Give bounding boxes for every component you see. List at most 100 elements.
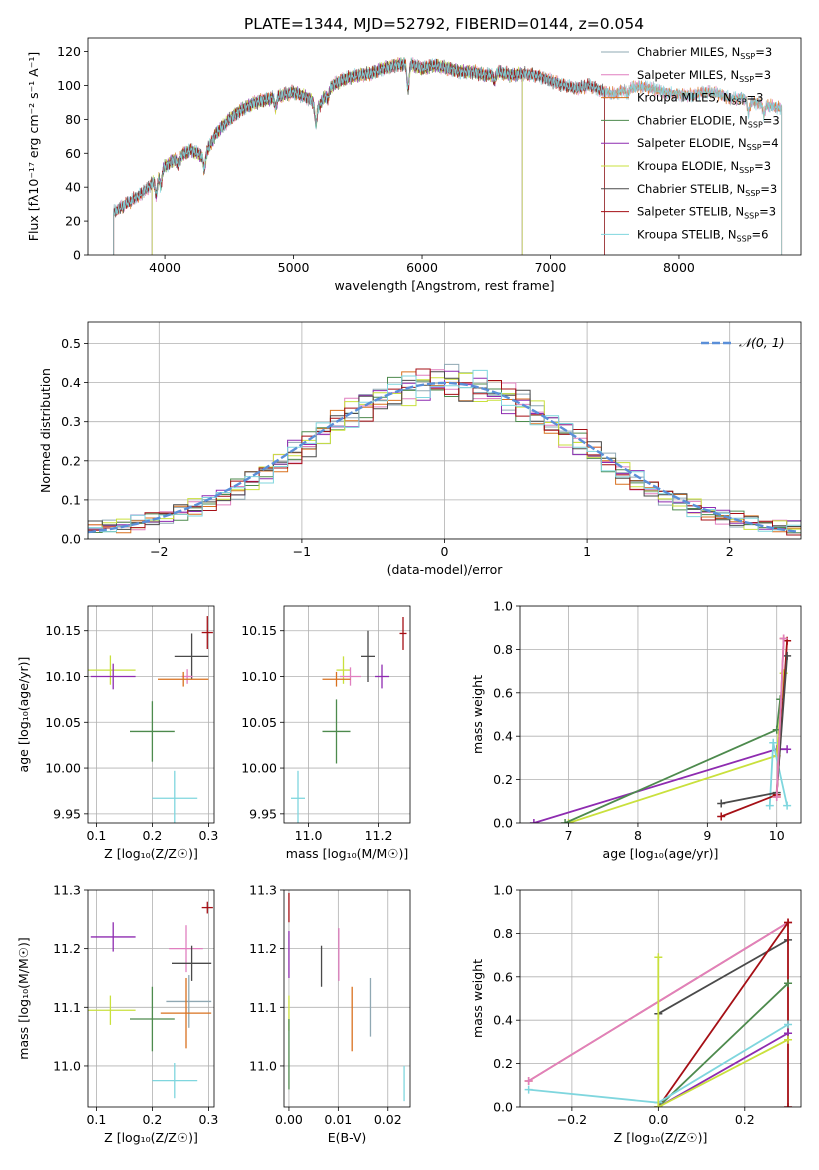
mass_vs_EBV-xtick-label: 0.00 bbox=[275, 1112, 303, 1127]
spectrum-legend-entry: Chabrier ELODIE, NSSP=3 bbox=[637, 113, 780, 129]
residuals-xtick-label: 2 bbox=[726, 544, 734, 559]
massweight_vs_age-xtick-label: 10 bbox=[769, 828, 785, 843]
massweight_vs_age-ytick-label: 0.2 bbox=[493, 772, 513, 787]
mass_vs_Z-plot-area bbox=[88, 890, 214, 1107]
age_vs_mass-ytick-label: 10.10 bbox=[241, 669, 277, 684]
massweight_vs_Z-series-marker bbox=[654, 953, 663, 962]
age_vs_mass-frame bbox=[283, 605, 411, 824]
mass_vs_EBV-plot-area bbox=[284, 890, 410, 1107]
massweight_vs_Z-ytick-label: 0.4 bbox=[493, 1013, 513, 1028]
massweight_vs_age-series-line bbox=[775, 638, 785, 798]
normal-distribution-curve bbox=[88, 381, 799, 534]
panel-residuals: −2 −1 0 1 2 0.0 0.1 0.2 0.3 0.4 0.5 (data-model)/er… bbox=[38, 321, 802, 577]
mass_vs_Z-ytick-label: 11.3 bbox=[53, 883, 81, 898]
age_vs_Z-ytick-label: 10.05 bbox=[45, 715, 81, 730]
spectrum-legend-entry: Salpeter ELODIE, NSSP=4 bbox=[637, 136, 779, 152]
residuals-ytick-label: 0.0 bbox=[61, 532, 81, 547]
spectrum-ytick-label: 120 bbox=[57, 44, 81, 59]
mass_vs_Z-ylabel: mass [log₁₀(M/M☉)] bbox=[16, 937, 31, 1059]
massweight_vs_Z-ytick-label: 0.8 bbox=[493, 926, 513, 941]
age_vs_mass-ytick-label: 10.05 bbox=[241, 715, 277, 730]
mass_vs_Z-frame bbox=[87, 889, 215, 1108]
massweight_vs_Z-series-marker bbox=[524, 1076, 533, 1085]
age_vs_Z-xlabel: Z [log₁₀(Z/Z☉)] bbox=[104, 846, 198, 861]
mass_vs_EBV-ytick-label: 11.2 bbox=[249, 941, 277, 956]
spectrum-series-kroupa-stelib bbox=[113, 57, 783, 255]
mass_vs_Z-ytick-label: 11.2 bbox=[53, 941, 81, 956]
age_vs_Z-frame bbox=[87, 605, 215, 824]
massweight_vs_age-series-line bbox=[533, 748, 788, 823]
panel-spectrum: 4000 5000 6000 7000 8000 0 20 40 60 80 100 120 wavel… bbox=[26, 37, 802, 293]
massweight_vs_age-series-marker bbox=[717, 812, 726, 821]
massweight_vs_Z-frame bbox=[519, 889, 802, 1108]
spectrum-xlabel: wavelength [Angstrom, rest frame] bbox=[334, 278, 554, 293]
massweight_vs_Z-series-marker bbox=[784, 979, 793, 988]
age_vs_Z-ytick-label: 10.00 bbox=[45, 761, 81, 776]
residuals-xlabel: (data-model)/error bbox=[387, 562, 504, 577]
residuals-xtick-label: −1 bbox=[293, 544, 311, 559]
age_vs_Z-xtick-label: 0.3 bbox=[198, 828, 218, 843]
panel-age_vs_mass: 11.0 11.2 9.95 10.00 10.05 10.10 10.15 mass [lo… bbox=[241, 605, 411, 861]
massweight_vs_age-series-marker bbox=[783, 801, 792, 810]
mass_vs_EBV-frame bbox=[283, 889, 411, 1108]
massweight_vs_Z-xlabel: Z [log₁₀(Z/Z☉)] bbox=[614, 1130, 708, 1145]
residual-histogram-kroupa-stelib bbox=[88, 369, 801, 539]
massweight_vs_Z-ylabel: mass weight bbox=[470, 959, 485, 1038]
massweight_vs_Z-series-marker bbox=[784, 1103, 793, 1107]
residuals-plot-area bbox=[88, 322, 801, 539]
massweight_vs_age-series-marker bbox=[717, 799, 726, 808]
massweight_vs_age-ytick-label: 0.8 bbox=[493, 642, 513, 657]
spectrum-legend-entry: Kroupa STELIB, NSSP=6 bbox=[637, 227, 768, 243]
figure-title: PLATE=1344, MJD=52792, FIBERID=0144, z=0… bbox=[244, 15, 644, 33]
age_vs_mass-xtick-label: 11.0 bbox=[295, 828, 323, 843]
massweight_vs_age-series-marker bbox=[561, 819, 570, 823]
age_vs_Z-ytick-label: 10.15 bbox=[45, 623, 81, 638]
massweight_vs_Z-series-marker bbox=[784, 1035, 793, 1044]
spectrum-legend-entry: Kroupa MILES, NSSP=3 bbox=[637, 91, 763, 107]
mass_vs_Z-ytick-label: 11.1 bbox=[53, 1000, 81, 1015]
massweight_vs_age-ytick-label: 0.0 bbox=[493, 816, 513, 831]
massweight_vs_age-ylabel: mass weight bbox=[470, 675, 485, 754]
age_vs_mass-ytick-label: 10.15 bbox=[241, 623, 277, 638]
residuals-xtick-label: −2 bbox=[150, 544, 168, 559]
residuals-ytick-label: 0.4 bbox=[61, 375, 81, 390]
residuals-ytick-label: 0.5 bbox=[61, 336, 81, 351]
age_vs_mass-ytick-label: 9.95 bbox=[249, 806, 277, 821]
age_vs_mass-plot-area bbox=[284, 606, 410, 823]
massweight_vs_Z-plot-area bbox=[520, 890, 801, 1107]
age_vs_Z-plot-area bbox=[88, 606, 214, 823]
massweight_vs_Z-ytick-label: 1.0 bbox=[493, 883, 513, 898]
massweight_vs_Z-series-line bbox=[657, 919, 789, 1107]
massweight_vs_age-series-marker bbox=[765, 801, 774, 810]
massweight_vs_age-ytick-label: 1.0 bbox=[493, 599, 513, 614]
massweight_vs_Z-ytick-label: 0.2 bbox=[493, 1056, 513, 1071]
age_vs_Z-xtick-label: 0.1 bbox=[86, 828, 106, 843]
residuals-ytick-label: 0.3 bbox=[61, 414, 81, 429]
residuals-xtick-label: 0 bbox=[441, 544, 449, 559]
mass_vs_EBV-ytick-label: 11.1 bbox=[249, 1000, 277, 1015]
residuals-ylabel: Normed distribution bbox=[38, 368, 53, 493]
spectrum-xtick-label: 8000 bbox=[663, 260, 695, 275]
massweight_vs_age-series-marker bbox=[783, 745, 792, 754]
massweight_vs_Z-xtick-label: 0.0 bbox=[648, 1112, 668, 1127]
massweight_vs_age-series-marker bbox=[772, 792, 781, 801]
panel-massweight_vs_Z: −0.2 0.0 0.2 0.0 0.2 0.4 0.6 0.8 1.0 Z [log₁₀(Z/Z… bbox=[470, 883, 802, 1145]
spectrum-series-kroupa-elodie bbox=[151, 58, 523, 255]
spectrum-ytick-label: 0 bbox=[73, 248, 81, 263]
residuals-xtick-label: 1 bbox=[583, 544, 591, 559]
panel-mass_vs_EBV: 0.00 0.01 0.02 11.0 11.1 11.2 11.3 E(B-V) bbox=[249, 883, 411, 1145]
massweight_vs_age-series-marker bbox=[769, 738, 778, 747]
massweight_vs_Z-series-line bbox=[657, 957, 789, 1107]
mass_vs_EBV-xtick-label: 0.02 bbox=[374, 1112, 402, 1127]
age_vs_Z-ytick-label: 10.10 bbox=[45, 669, 81, 684]
residuals-ytick-label: 0.2 bbox=[61, 453, 81, 468]
spectrum-legend-entry: Salpeter STELIB, NSSP=3 bbox=[637, 205, 776, 221]
age_vs_Z-ylabel: age [log₁₀(age/yr)] bbox=[16, 657, 31, 773]
massweight_vs_Z-series-marker bbox=[784, 1020, 793, 1029]
massweight_vs_Z-ytick-label: 0.0 bbox=[493, 1100, 513, 1115]
panel-massweight_vs_age: 7 8 9 10 0.0 0.2 0.4 0.6 0.8 1.0 age [log₁₀(age/yr… bbox=[470, 599, 802, 861]
massweight_vs_age-xtick-label: 9 bbox=[703, 828, 711, 843]
spectrum-xtick-label: 7000 bbox=[535, 260, 567, 275]
massweight_vs_Z-series-marker bbox=[524, 1085, 533, 1094]
